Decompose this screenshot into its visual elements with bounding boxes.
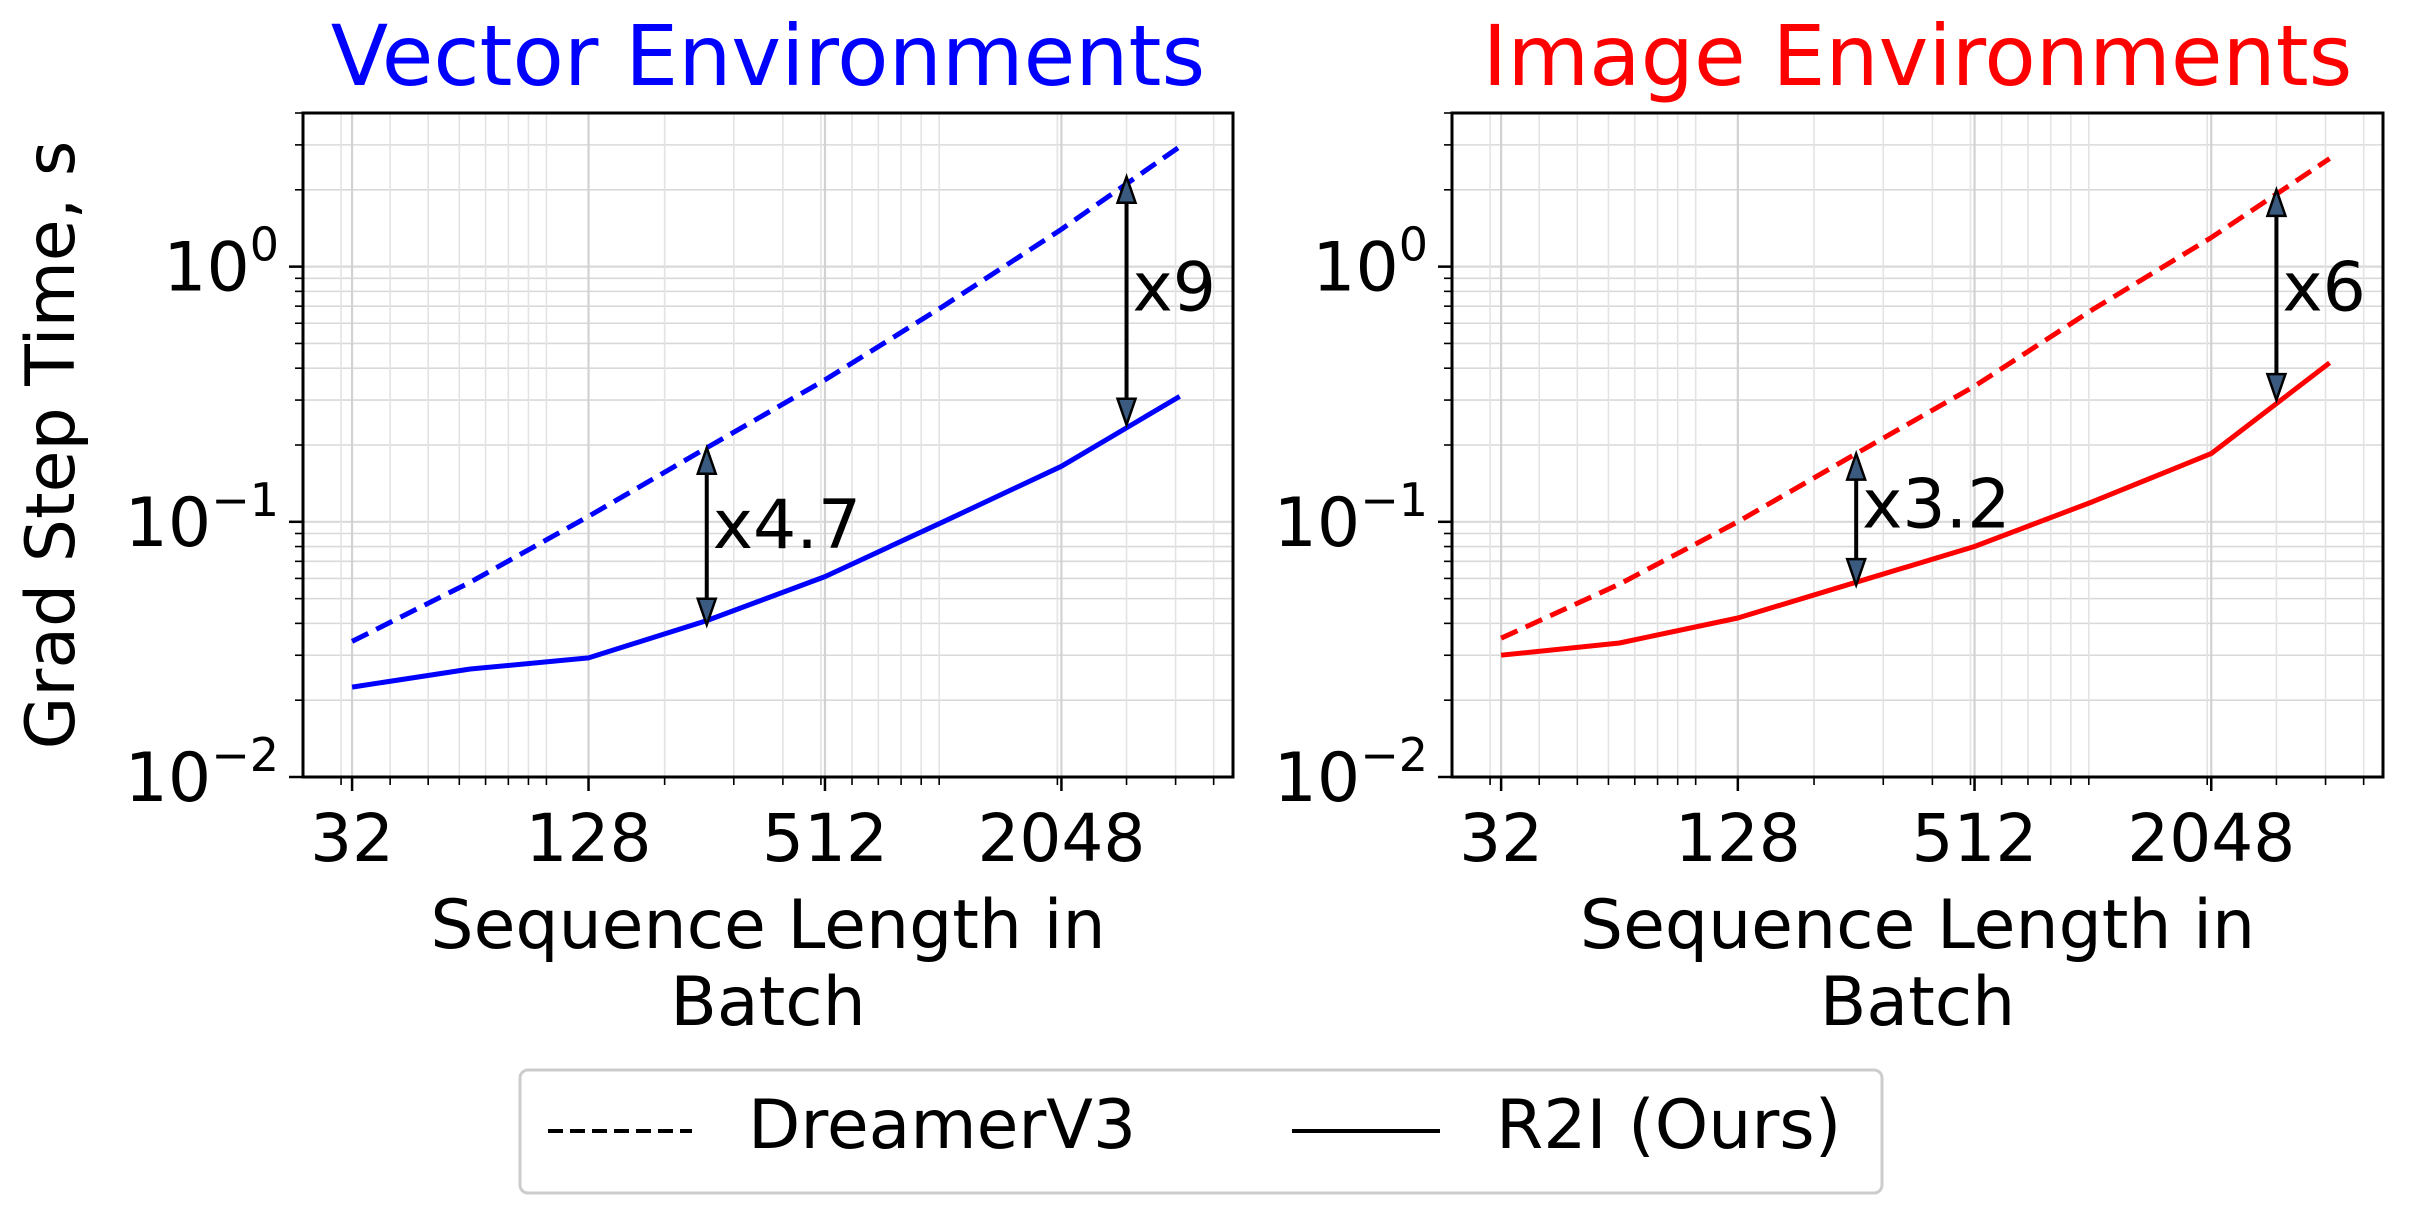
xtick-label: 32 bbox=[310, 800, 394, 877]
legend: DreamerV3 R2I (Ours) bbox=[518, 1068, 1884, 1195]
chart-panel-1: 32 128 512 2048 10−2 10−1 100 x4.7 x9 Vector Envi… bbox=[12, 7, 1235, 1042]
legend-label-r2i: R2I (Ours) bbox=[1496, 1086, 1841, 1165]
annotation-arrow bbox=[2265, 185, 2288, 404]
xtick-label: 2048 bbox=[977, 800, 1145, 877]
xtick-label: 512 bbox=[1912, 800, 2038, 877]
xtick-label: 128 bbox=[526, 800, 652, 877]
series-line-r2i-ours bbox=[1500, 360, 2332, 658]
axes-frame bbox=[301, 111, 1235, 779]
chart-panel-2: 32 128 512 2048 10−2 10−1 100 x3.2 x6 Image Envir… bbox=[1274, 7, 2385, 1042]
annotation-label: x6 bbox=[2282, 249, 2366, 328]
x-axis-label: Batch bbox=[670, 963, 865, 1042]
series-line-r2i-ours bbox=[351, 394, 1181, 690]
legend-label-dreamerv3: DreamerV3 bbox=[748, 1086, 1136, 1165]
annotation-arrow bbox=[1115, 172, 1138, 429]
annotation-label: x3.2 bbox=[1862, 466, 2010, 545]
chart-title: Image Environments bbox=[1483, 7, 2353, 105]
arrow-head-down bbox=[1845, 557, 1867, 589]
ytick-label: 10−2 bbox=[125, 728, 279, 818]
xtick-label: 128 bbox=[1675, 800, 1801, 877]
ytick-label: 10−1 bbox=[1274, 473, 1428, 563]
ytick-label: 10−2 bbox=[1274, 728, 1428, 818]
arrow-head-up bbox=[1845, 449, 1867, 481]
arrow-head-down bbox=[2265, 372, 2288, 404]
arrow-head-up bbox=[2265, 185, 2288, 218]
charts: 32 128 512 2048 10−2 10−1 100 x4.7 x9 Vector Envi… bbox=[12, 7, 2385, 1042]
series-line-dreamerv3 bbox=[1500, 156, 2331, 641]
chart-title: Vector Environments bbox=[331, 7, 1206, 105]
x-axis-label: Batch bbox=[1820, 963, 2015, 1042]
ytick-label: 100 bbox=[1312, 218, 1428, 308]
xtick-label: 32 bbox=[1459, 800, 1543, 877]
arrow-head-down bbox=[695, 597, 718, 629]
ytick-label: 100 bbox=[163, 218, 279, 308]
legend-box bbox=[518, 1068, 1884, 1195]
xtick-label: 512 bbox=[762, 800, 888, 877]
y-axis-label: Grad Step Time, s bbox=[12, 141, 91, 750]
annotation-arrow bbox=[695, 443, 718, 629]
arrow-head-up bbox=[1115, 172, 1138, 205]
annotation-label: x4.7 bbox=[713, 486, 861, 565]
grid bbox=[303, 112, 1233, 779]
annotation-label: x9 bbox=[1133, 249, 1217, 328]
ytick-label: 10−1 bbox=[125, 473, 279, 563]
arrow-head-up bbox=[695, 443, 718, 476]
arrow-head-down bbox=[1115, 397, 1138, 429]
annotation-arrow bbox=[1845, 449, 1867, 589]
x-axis-label: Sequence Length in bbox=[1580, 886, 2255, 965]
series-line-dreamerv3 bbox=[350, 144, 1182, 644]
axes-frame bbox=[1450, 111, 2385, 779]
x-axis-label: Sequence Length in bbox=[430, 886, 1105, 965]
xtick-label: 2048 bbox=[2127, 800, 2295, 877]
